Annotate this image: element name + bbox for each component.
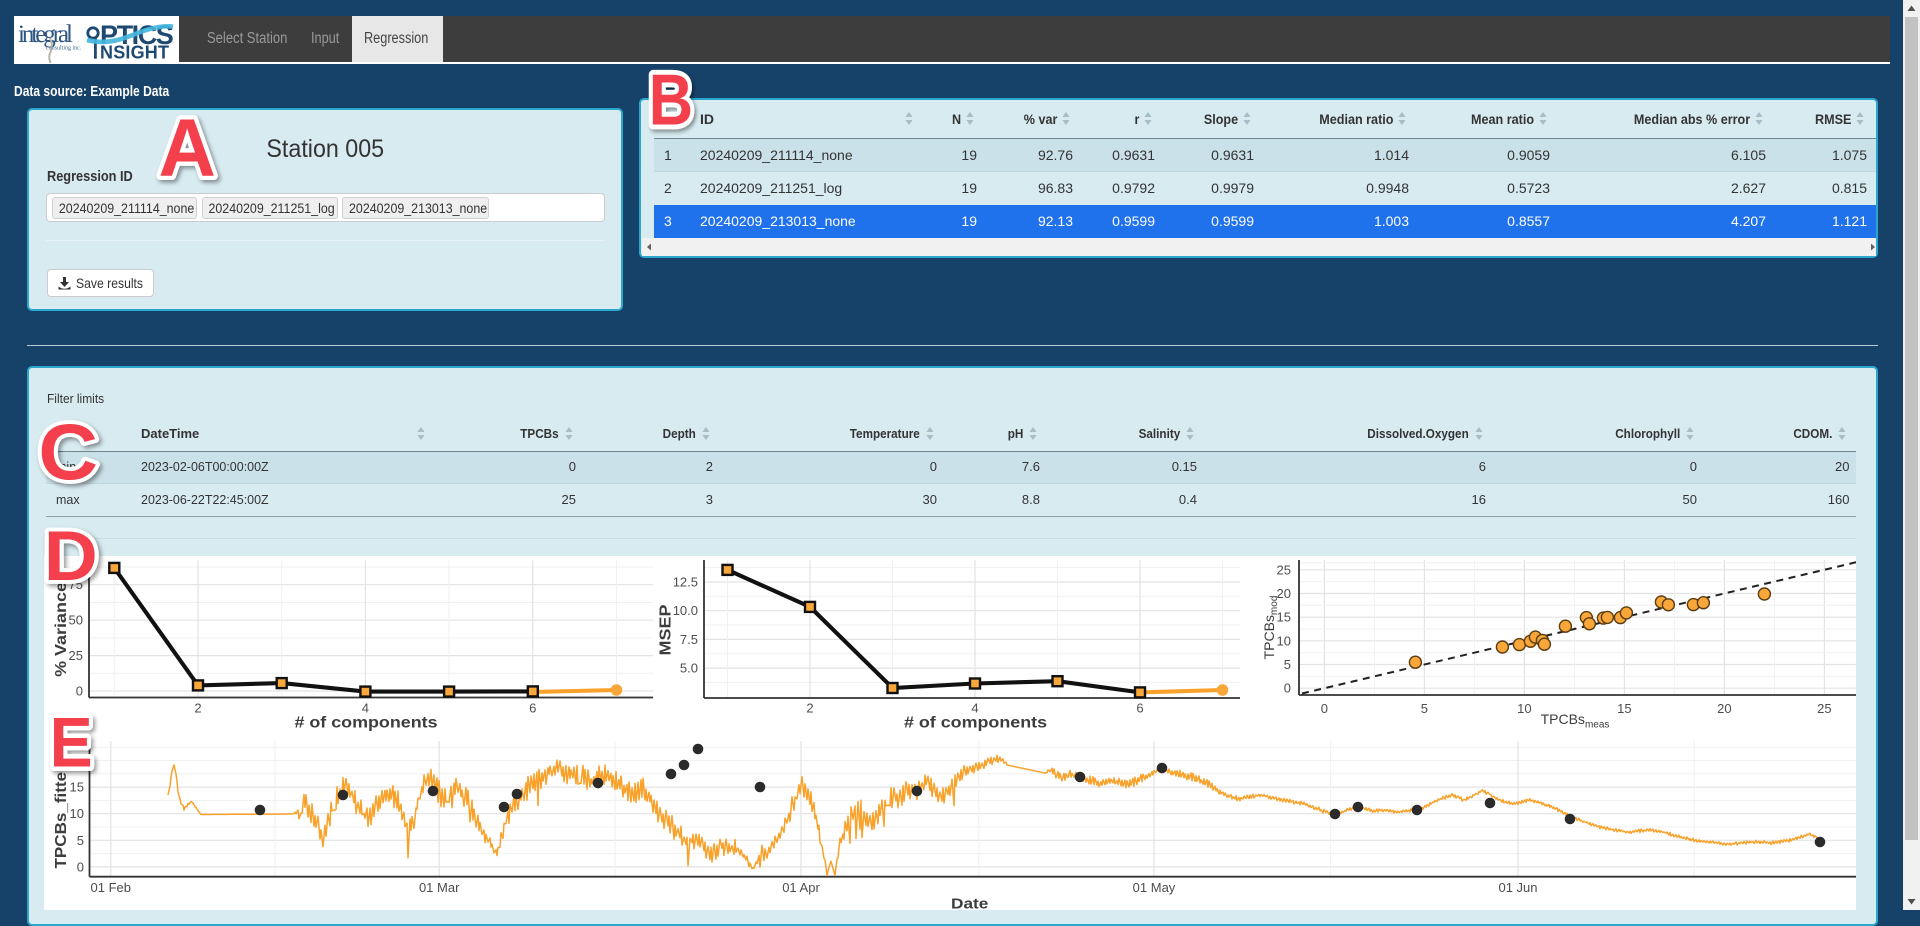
- svg-text:15: 15: [1617, 701, 1631, 716]
- svg-text:15: 15: [70, 780, 84, 795]
- svg-text:5: 5: [77, 833, 84, 848]
- svg-text:20: 20: [1277, 586, 1291, 601]
- svg-text:integral: integral: [18, 21, 73, 48]
- svg-text:% Variance: % Variance: [52, 582, 70, 677]
- svg-text:12.5: 12.5: [673, 575, 698, 590]
- svg-text:10: 10: [1277, 633, 1291, 648]
- svg-text:Date: Date: [951, 897, 989, 910]
- svg-text:0: 0: [77, 859, 84, 874]
- svg-text:01 Mar: 01 Mar: [419, 880, 460, 895]
- svg-text:0: 0: [76, 684, 83, 699]
- svg-text:01 Apr: 01 Apr: [782, 880, 820, 895]
- svg-text:4: 4: [362, 701, 369, 716]
- svg-text:75: 75: [69, 577, 83, 592]
- svg-text:50: 50: [69, 613, 83, 628]
- svg-text:6: 6: [529, 701, 536, 716]
- svg-text:consulting inc.: consulting inc.: [46, 46, 82, 52]
- svg-text:01 May: 01 May: [1133, 880, 1176, 895]
- svg-text:20: 20: [1717, 701, 1731, 716]
- svg-text:10: 10: [70, 806, 84, 821]
- svg-text:2: 2: [194, 701, 201, 716]
- svg-text:# of components: # of components: [904, 714, 1047, 731]
- svg-text:0: 0: [1284, 681, 1291, 696]
- svg-text:10: 10: [1517, 701, 1531, 716]
- svg-text:5: 5: [1284, 657, 1291, 672]
- svg-text:NSIGHT: NSIGHT: [100, 43, 169, 63]
- svg-text:25: 25: [1277, 562, 1291, 577]
- svg-text:2: 2: [806, 701, 813, 716]
- svg-text:01 Feb: 01 Feb: [91, 880, 131, 895]
- svg-text:TPCBsmod: TPCBsmod: [1261, 596, 1280, 660]
- svg-text:25: 25: [69, 648, 83, 663]
- svg-text:10.0: 10.0: [673, 603, 698, 618]
- svg-text:7.5: 7.5: [680, 632, 698, 647]
- svg-text:TPCBs_fitted: TPCBs_fitted: [53, 762, 70, 869]
- svg-text:5.0: 5.0: [680, 661, 698, 676]
- svg-text:4: 4: [971, 701, 978, 716]
- svg-text:TPCBsmeas: TPCBsmeas: [1541, 711, 1610, 731]
- svg-text:MSEP: MSEP: [657, 605, 675, 656]
- svg-text:25: 25: [1817, 701, 1831, 716]
- svg-text:5: 5: [1421, 701, 1428, 716]
- svg-text:15: 15: [1277, 610, 1291, 625]
- svg-text:01 Jun: 01 Jun: [1498, 880, 1537, 895]
- svg-text:0: 0: [1321, 701, 1328, 716]
- svg-text:# of components: # of components: [294, 714, 437, 731]
- svg-text:6: 6: [1136, 701, 1143, 716]
